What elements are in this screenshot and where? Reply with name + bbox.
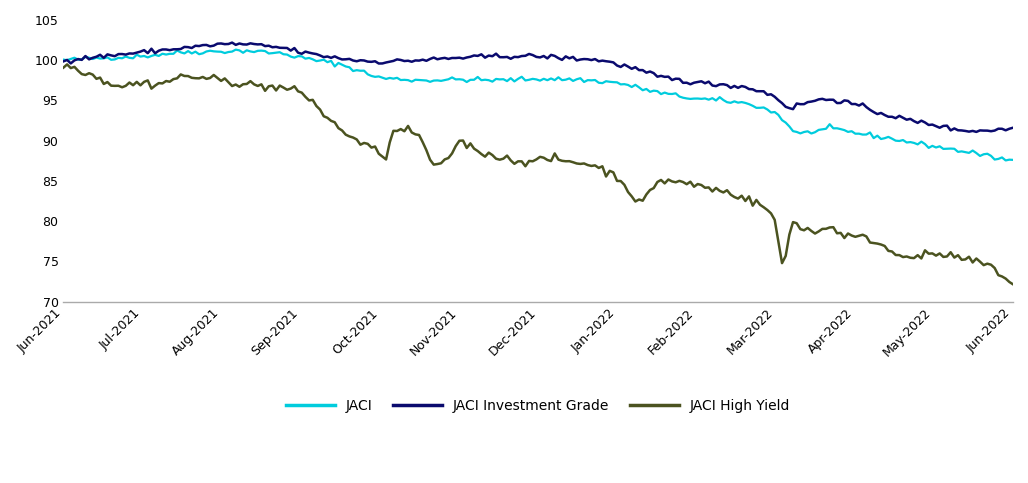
Legend: JACI, JACI Investment Grade, JACI High Yield: JACI, JACI Investment Grade, JACI High Y… [281,394,796,419]
